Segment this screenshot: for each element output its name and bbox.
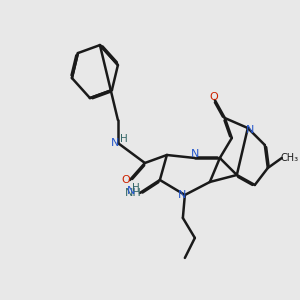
Text: O: O bbox=[121, 175, 130, 185]
Text: H: H bbox=[120, 134, 128, 144]
Text: N: N bbox=[111, 138, 120, 148]
Text: N: N bbox=[246, 124, 254, 134]
Text: N: N bbox=[127, 187, 135, 196]
Text: H: H bbox=[132, 183, 140, 193]
Text: NH: NH bbox=[125, 188, 142, 198]
Text: N: N bbox=[178, 190, 187, 200]
Text: O: O bbox=[209, 92, 218, 102]
Text: N: N bbox=[191, 149, 199, 159]
Text: CH₃: CH₃ bbox=[280, 153, 298, 163]
